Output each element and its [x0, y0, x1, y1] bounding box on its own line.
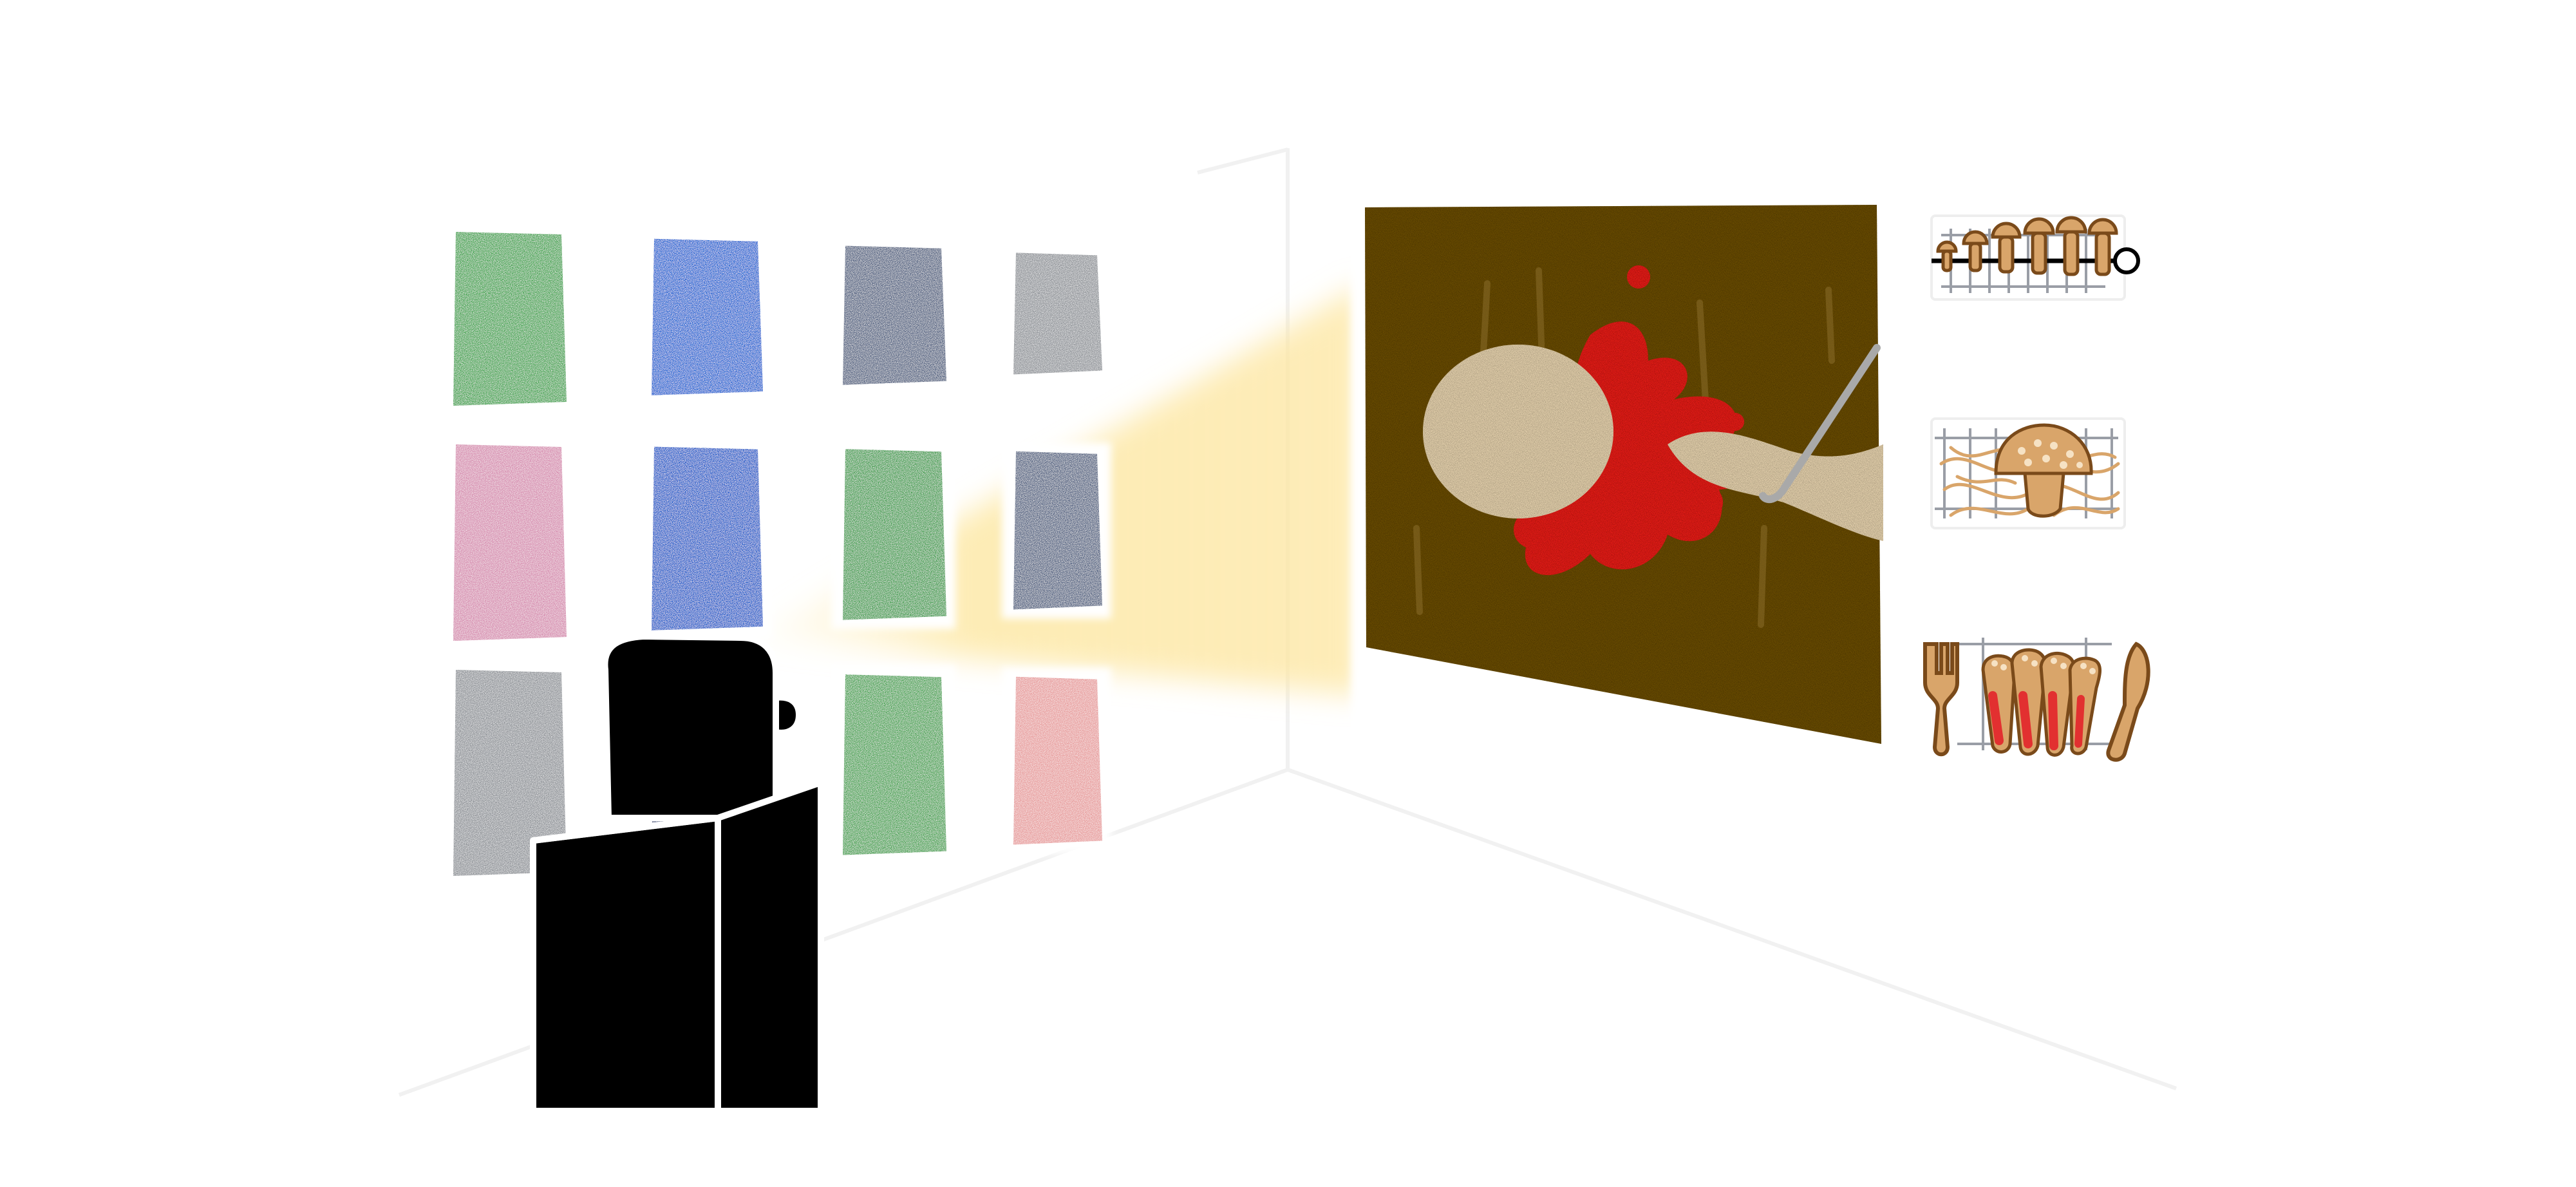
painting-tile-r1-c4	[1013, 252, 1102, 375]
splash-drop	[1689, 486, 1723, 519]
mushroom-nest-icon	[1930, 417, 2126, 529]
painting-tile-r2-c4	[1013, 451, 1102, 610]
mushroom-skewer-icon	[1930, 214, 2140, 301]
hook-line	[1759, 344, 1881, 504]
beige-blob	[1423, 345, 1613, 518]
painting-tile-r2-c1	[453, 444, 567, 641]
beige-arm	[1668, 432, 1883, 541]
painting-tile-r1-c1	[453, 232, 567, 406]
splash-drop	[1627, 265, 1650, 289]
painting-tile-r2-c2	[652, 446, 763, 631]
red-splash	[1514, 321, 1750, 575]
painting-tile-r1-c3	[843, 245, 946, 385]
boxy-robot-viewer-icon	[530, 633, 824, 1114]
splash-drop	[1726, 413, 1744, 431]
featured-painting	[1351, 200, 1885, 752]
painting-tile-r3-c4	[1013, 676, 1102, 845]
painting-tile-r1-c2	[652, 238, 763, 395]
sliced-mushroom-with-cutlery-icon	[1923, 638, 2150, 762]
painting-tile-r2-c3	[843, 449, 946, 620]
painting-tile-r3-c3	[843, 674, 946, 855]
painting-tile-r3-c1	[453, 670, 567, 876]
